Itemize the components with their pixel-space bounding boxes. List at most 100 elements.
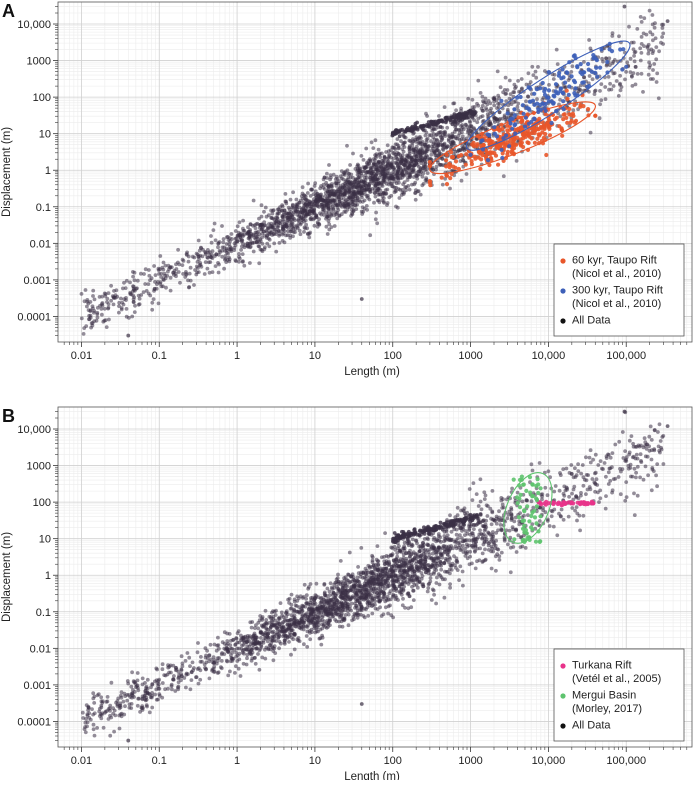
data-point — [648, 66, 652, 70]
data-point — [374, 211, 378, 215]
data-point — [659, 439, 663, 443]
data-point — [372, 164, 376, 168]
data-point — [623, 499, 627, 503]
data-point — [393, 168, 397, 172]
data-point — [385, 188, 389, 192]
data-point — [457, 154, 461, 158]
data-point — [396, 166, 400, 170]
data-point — [556, 62, 560, 66]
data-point — [130, 315, 134, 319]
data-point — [487, 140, 491, 144]
data-point — [288, 234, 292, 238]
data-point — [513, 83, 517, 87]
data-point — [264, 206, 268, 210]
data-point — [394, 161, 398, 165]
data-point — [510, 149, 514, 153]
data-point — [555, 48, 559, 52]
data-point — [403, 135, 407, 139]
data-point — [349, 176, 353, 180]
data-point — [534, 70, 538, 74]
y-tick-label: 0.01 — [30, 238, 51, 250]
data-point — [192, 283, 196, 287]
data-point — [331, 192, 335, 196]
data-point — [261, 249, 265, 253]
data-point — [364, 607, 368, 611]
data-point — [597, 500, 601, 504]
data-point — [538, 103, 542, 107]
data-point — [625, 495, 629, 499]
data-point — [472, 141, 476, 145]
data-point — [348, 163, 352, 167]
legend-marker — [560, 288, 565, 293]
data-point — [393, 190, 397, 194]
data-point — [466, 129, 470, 133]
data-point — [535, 87, 539, 91]
data-point — [209, 255, 213, 259]
data-point — [81, 711, 85, 715]
data-point — [463, 116, 467, 120]
data-point — [557, 74, 561, 78]
data-point — [588, 456, 592, 460]
data-point — [314, 213, 318, 217]
data-point — [343, 204, 347, 208]
data-point — [661, 23, 665, 27]
data-point — [445, 117, 449, 121]
data-point — [419, 166, 423, 170]
data-point — [510, 102, 514, 106]
data-point — [477, 150, 481, 154]
data-point — [297, 210, 301, 214]
data-point — [475, 492, 479, 496]
data-point — [523, 125, 527, 129]
data-point — [646, 473, 650, 477]
data-point — [410, 183, 414, 187]
data-point — [560, 134, 564, 138]
data-point — [82, 332, 86, 336]
data-point — [451, 102, 455, 106]
data-point — [323, 187, 327, 191]
data-point — [471, 498, 475, 502]
data-point — [239, 674, 243, 678]
y-tick-label: 10,000 — [17, 19, 51, 31]
data-point — [290, 221, 294, 225]
data-point — [103, 307, 107, 311]
data-point — [306, 191, 310, 195]
data-point — [460, 179, 464, 183]
legend-label: 60 kyr, Taupo Rift — [572, 255, 657, 267]
data-point — [377, 182, 381, 186]
data-point — [289, 198, 293, 202]
data-point — [654, 45, 658, 49]
data-point — [294, 210, 298, 214]
legend-source: (Nicol et al., 2010) — [572, 268, 661, 280]
data-point — [220, 666, 224, 670]
data-point — [374, 168, 378, 172]
data-point — [535, 97, 539, 101]
data-point — [448, 586, 452, 590]
data-point — [112, 303, 116, 307]
data-point — [570, 119, 574, 123]
data-point — [185, 251, 189, 255]
data-point — [450, 116, 454, 120]
data-point — [394, 153, 398, 157]
data-point — [216, 261, 220, 265]
data-point — [519, 95, 523, 99]
data-point — [375, 221, 379, 225]
data-point — [190, 678, 194, 682]
data-point — [536, 107, 540, 111]
y-tick-label: 10 — [39, 129, 51, 141]
data-point — [386, 143, 390, 147]
data-point — [456, 506, 460, 510]
data-point — [372, 180, 376, 184]
x-tick-label: 0.01 — [71, 350, 92, 362]
data-point — [625, 61, 629, 65]
data-point — [357, 180, 361, 184]
data-point — [359, 192, 363, 196]
data-point — [325, 172, 329, 176]
data-point — [236, 224, 240, 228]
data-point — [515, 550, 519, 554]
data-point — [117, 301, 121, 305]
data-point — [247, 236, 251, 240]
data-point — [598, 496, 602, 500]
data-point — [629, 57, 633, 61]
legend-source: (Nicol et al., 2010) — [572, 298, 661, 310]
data-point — [632, 492, 636, 496]
